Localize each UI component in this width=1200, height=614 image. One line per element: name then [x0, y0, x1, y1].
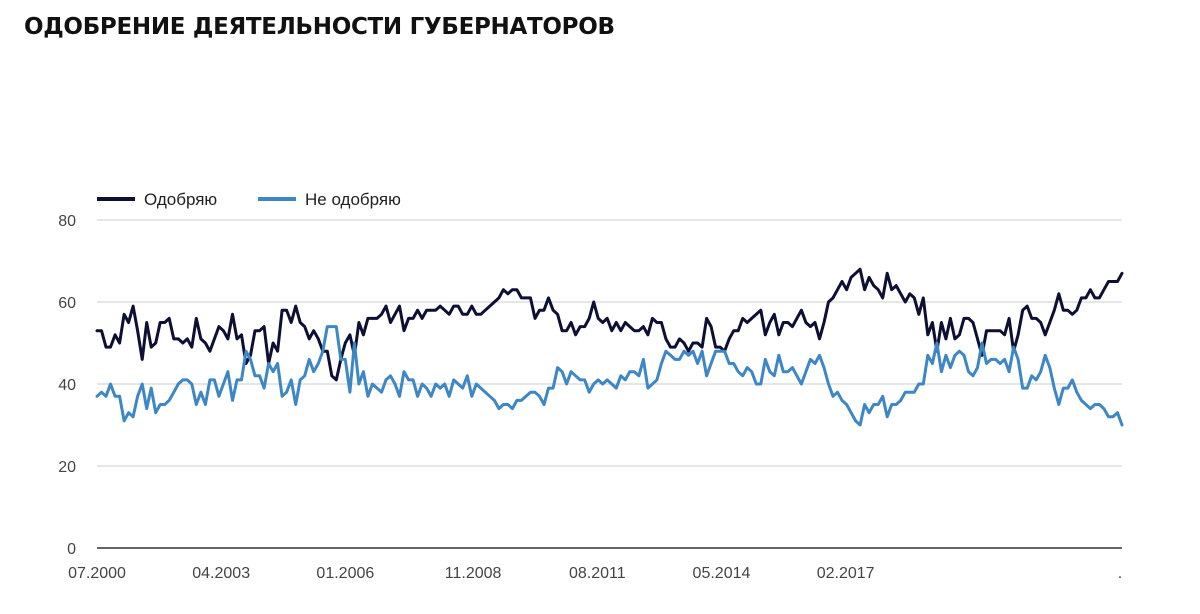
gridlines [97, 219, 1122, 549]
page-title: ОДОБРЕНИЕ ДЕЯТЕЛЬНОСТИ ГУБЕРНАТОРОВ [24, 14, 615, 40]
y-tick-label: 40 [58, 377, 76, 394]
x-tick-label: 05.2014 [693, 565, 751, 582]
y-axis: 0 20 40 60 80 [58, 213, 76, 558]
y-tick-label: 20 [58, 459, 76, 476]
x-tick-label: 11.2008 [445, 565, 502, 582]
x-tick-label: 08.2011 [569, 565, 626, 582]
series-line-approve [95, 267, 1124, 382]
x-tick-label: 01.2006 [316, 565, 374, 582]
series-line-disapprove [95, 325, 1124, 427]
y-tick-label: 80 [58, 213, 76, 230]
y-tick-label: 60 [58, 295, 76, 312]
x-tick-label: 02.2017 [817, 565, 875, 582]
series-lines [95, 267, 1124, 427]
x-tick-label: 04.2003 [192, 565, 250, 582]
y-tick-label: 0 [67, 541, 76, 558]
x-tick-label: . [1118, 565, 1122, 582]
legend-label-approve: Одобряю [144, 190, 217, 209]
x-axis: 07.2000 04.2003 01.2006 11.2008 08.2011 05.20… [68, 565, 1122, 582]
legend-label-disapprove: Не одобряю [305, 190, 401, 209]
x-tick-label: 07.2000 [68, 565, 126, 582]
legend: Одобряю Не одобряю [97, 190, 401, 209]
